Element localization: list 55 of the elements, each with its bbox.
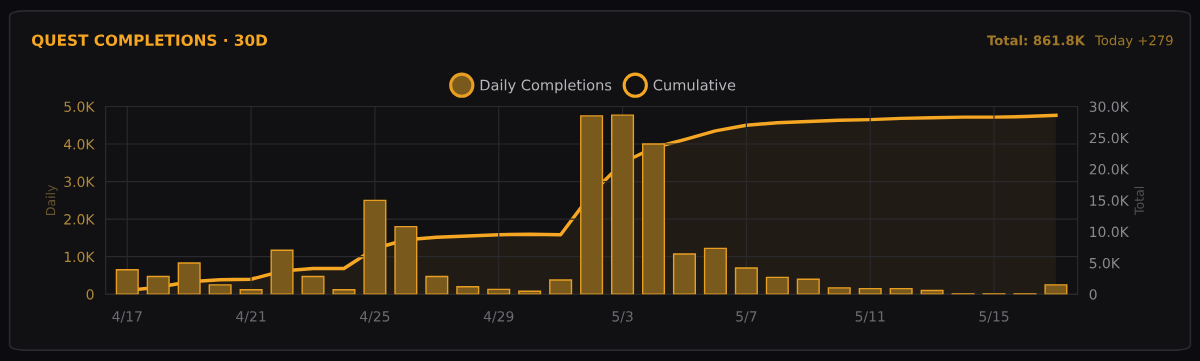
bar [765, 276, 789, 295]
bar [672, 253, 696, 295]
bar [301, 275, 325, 295]
bar [858, 287, 882, 295]
y2-tick-label: 5.0K [1089, 257, 1121, 269]
y-tick-label: 2.0K [64, 214, 95, 225]
bar [1044, 284, 1068, 295]
text: Today +279 [1094, 35, 1173, 48]
bar [239, 289, 263, 295]
y-tick-label: 4.0K [63, 139, 95, 150]
y-tick-label: 5.0K [64, 101, 95, 112]
bar [920, 289, 944, 295]
bar [827, 287, 851, 295]
x-tick-label: 4/21 [236, 311, 266, 323]
y-tick-label: 3.0K [64, 176, 95, 188]
bar [146, 275, 170, 295]
x-tick-label: 4/29 [483, 311, 514, 323]
x-tick-label: 5/11 [855, 311, 885, 323]
bar [703, 247, 727, 295]
bar [549, 279, 573, 295]
y-tick-label: 0 [86, 289, 94, 300]
bar [580, 115, 604, 295]
y2-tick-label: 10.0K [1090, 226, 1130, 238]
bar [611, 114, 635, 295]
x-tick-label: 5/7 [736, 311, 757, 323]
legend-label: Daily Completions [480, 79, 612, 94]
bar [641, 143, 666, 295]
y2-tick-label: 15.0K [1090, 195, 1130, 206]
bar [734, 267, 758, 295]
x-tick-label: 5/15 [979, 311, 1009, 323]
x-tick-label: 5/3 [612, 311, 633, 323]
y2-tick-label: 30.0K [1089, 101, 1130, 112]
bar [796, 278, 820, 295]
x-tick-label: 4/17 [112, 311, 142, 323]
bar [889, 287, 913, 295]
text: Total: 861.8K [987, 35, 1086, 46]
chart-title: QUEST COMPLETIONS · 30D [31, 34, 268, 48]
bar [270, 249, 294, 295]
bar [177, 262, 201, 295]
y2-tick-label: 20.0K [1089, 164, 1130, 175]
y2-axis-title: Total [1134, 186, 1144, 215]
bar [115, 269, 139, 295]
bar [487, 288, 511, 295]
legend-label: Cumulative [653, 79, 736, 91]
bar [456, 286, 480, 295]
x-tick-label: 4/25 [360, 311, 390, 323]
bar [425, 275, 449, 295]
bar [208, 284, 232, 295]
bar [394, 225, 418, 295]
bar [363, 199, 387, 295]
y-tick-label: 1.0K [64, 251, 95, 263]
y2-tick-label: 25.0K [1089, 132, 1130, 144]
y-axis-title: Daily [45, 184, 58, 215]
bar [332, 289, 356, 295]
y2-tick-label: 0 [1089, 289, 1097, 300]
